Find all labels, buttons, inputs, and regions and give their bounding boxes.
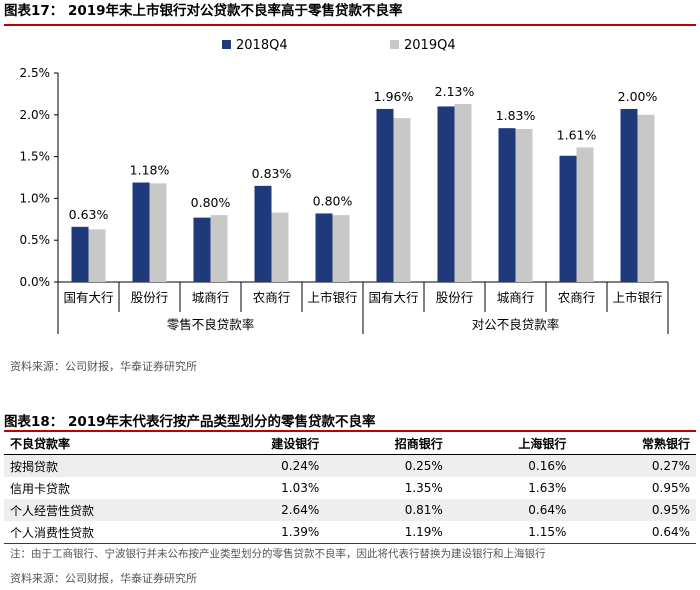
data-label: 1.61%: [557, 127, 597, 142]
data-label: 0.63%: [69, 207, 109, 222]
data-label: 0.80%: [313, 193, 353, 208]
bar-2019Q4-2: [149, 183, 167, 282]
x-category-label: 城商行: [497, 290, 535, 305]
bar-2019Q4-3: [210, 215, 228, 282]
table-row: 个人消费性贷款 1.39% 1.19% 1.15% 0.64%: [4, 521, 696, 544]
x-category-label: 城商行: [192, 290, 230, 305]
x-group-label: 对公不良贷款率: [472, 317, 560, 332]
data-label: 1.83%: [496, 108, 536, 123]
bar-2018Q4-3: [193, 217, 211, 282]
legend-swatch-2018Q4: [222, 40, 231, 49]
data-label: 0.80%: [191, 195, 231, 210]
table-cell: 2.64%: [201, 499, 326, 521]
table-header-cell: 常熟银行: [572, 432, 696, 455]
data-label: 1.96%: [374, 89, 414, 104]
table-cell: 1.35%: [404, 481, 443, 495]
bar-2018Q4-5: [315, 213, 333, 282]
y-tick-label: 0.5%: [20, 233, 51, 247]
figure-18-title: 图表18： 2019年末代表行按产品类型划分的零售贷款不良率: [4, 414, 376, 430]
table-cell: 0.64%: [448, 499, 573, 521]
table-cell: 0.64%: [572, 521, 696, 544]
bar-2019Q4-9: [576, 147, 594, 282]
x-group-label: 零售不良贷款率: [167, 317, 255, 332]
table-cell: 0.16%: [448, 454, 573, 477]
figure-17-source: 资料来源：公司财报，华泰证券研究所: [10, 360, 197, 373]
figure-18-source: 资料来源：公司财报，华泰证券研究所: [10, 572, 197, 585]
table-header-cell: 招商银行: [325, 432, 449, 455]
y-tick-label: 2.5%: [20, 66, 51, 80]
x-category-label: 农商行: [558, 290, 596, 305]
table-cell: 个人消费性贷款: [4, 521, 202, 544]
table-cell: 1.39%: [201, 521, 326, 544]
bar-2018Q4-6: [376, 108, 394, 282]
table-cell: 1.03%: [281, 481, 320, 495]
table-header-cell: 上海银行: [448, 432, 573, 455]
x-category-label: 上市银行: [307, 290, 357, 305]
y-tick-label: 1.5%: [20, 150, 51, 164]
table-row: 按揭贷款 0.24% 0.25% 0.16% 0.27%: [4, 454, 696, 477]
table-row: 个人经营性贷款 2.64% 0.81% 0.64% 0.95%: [4, 499, 696, 521]
data-label: 2.00%: [618, 89, 658, 104]
figure-17-title: 图表17： 2019年末上市银行对公贷款不良率高于零售贷款不良率: [4, 3, 403, 19]
table-header-cell: 不良贷款率: [4, 432, 202, 455]
x-category-label: 上市银行: [612, 290, 662, 305]
data-label: 2.13%: [435, 84, 475, 99]
table-cell: 按揭贷款: [4, 454, 202, 477]
table-cell: 0.25%: [325, 454, 449, 477]
table-cell: 个人经营性贷款: [4, 499, 202, 521]
y-tick-label: 1.0%: [20, 191, 51, 205]
bar-2018Q4-4: [254, 185, 272, 282]
bar-2018Q4-2: [132, 182, 150, 282]
table-cell: 信用卡贷款: [10, 481, 71, 496]
x-category-label: 股份行: [436, 290, 474, 305]
legend-swatch-2019Q4: [390, 40, 399, 49]
bar-2019Q4-10: [637, 114, 655, 282]
legend-label: 2019Q4: [404, 38, 456, 53]
bar-2018Q4-9: [559, 155, 577, 282]
table-cell: 1.15%: [448, 521, 573, 544]
table-row: 信用卡贷款 1.03% 1.35% 1.63% 0.95%: [4, 477, 696, 499]
bar-2019Q4-5: [332, 215, 350, 282]
x-category-label: 农商行: [253, 290, 291, 305]
npl-bar-chart: 0.0% 0.5% 1.0% 1.5% 2.0% 2.5% 0.63% 国有大行 1.18% 股份…: [20, 38, 669, 334]
bar-2019Q4-7: [454, 103, 472, 282]
table-cell: 0.81%: [325, 499, 449, 521]
bar-2019Q4-4: [271, 212, 289, 282]
y-tick-label: 0.0%: [20, 275, 51, 289]
table-cell: 1.63%: [528, 481, 567, 495]
x-category-label: 国有大行: [63, 290, 113, 305]
data-label: 1.18%: [130, 163, 170, 178]
bar-2019Q4-8: [515, 129, 533, 282]
bar-2018Q4-7: [437, 106, 455, 282]
y-tick-label: 2.0%: [20, 108, 51, 122]
table-header-row: 不良贷款率 建设银行 招商银行 上海银行 常熟银行: [4, 432, 696, 455]
bar-2019Q4-6: [393, 118, 411, 282]
legend-label: 2018Q4: [236, 38, 288, 53]
figure-18-note: 注：由于工商银行、宁波银行并未公布按产业类型划分的零售贷款不良率，因此将代表行替…: [10, 548, 546, 560]
x-category-label: 股份行: [131, 290, 169, 305]
table-cell: 1.19%: [325, 521, 449, 544]
table-cell: 0.95%: [572, 499, 696, 521]
data-label: 0.83%: [252, 166, 292, 181]
table-cell: 0.95%: [651, 481, 690, 495]
table-header-cell: 建设银行: [201, 432, 326, 455]
table-cell: 0.24%: [201, 454, 326, 477]
table-cell: 0.27%: [572, 454, 696, 477]
figure-17-title-rule: [4, 24, 696, 26]
bar-2018Q4-1: [71, 226, 89, 282]
bar-2019Q4-1: [88, 229, 106, 282]
x-category-label: 国有大行: [368, 290, 418, 305]
bar-2018Q4-10: [620, 108, 638, 282]
figure-18-title-rule: [4, 430, 696, 432]
bar-2018Q4-8: [498, 128, 516, 282]
retail-npl-table: 不良贷款率 建设银行 招商银行 上海银行 常熟银行 按揭贷款 0.24% 0.2…: [4, 432, 696, 544]
